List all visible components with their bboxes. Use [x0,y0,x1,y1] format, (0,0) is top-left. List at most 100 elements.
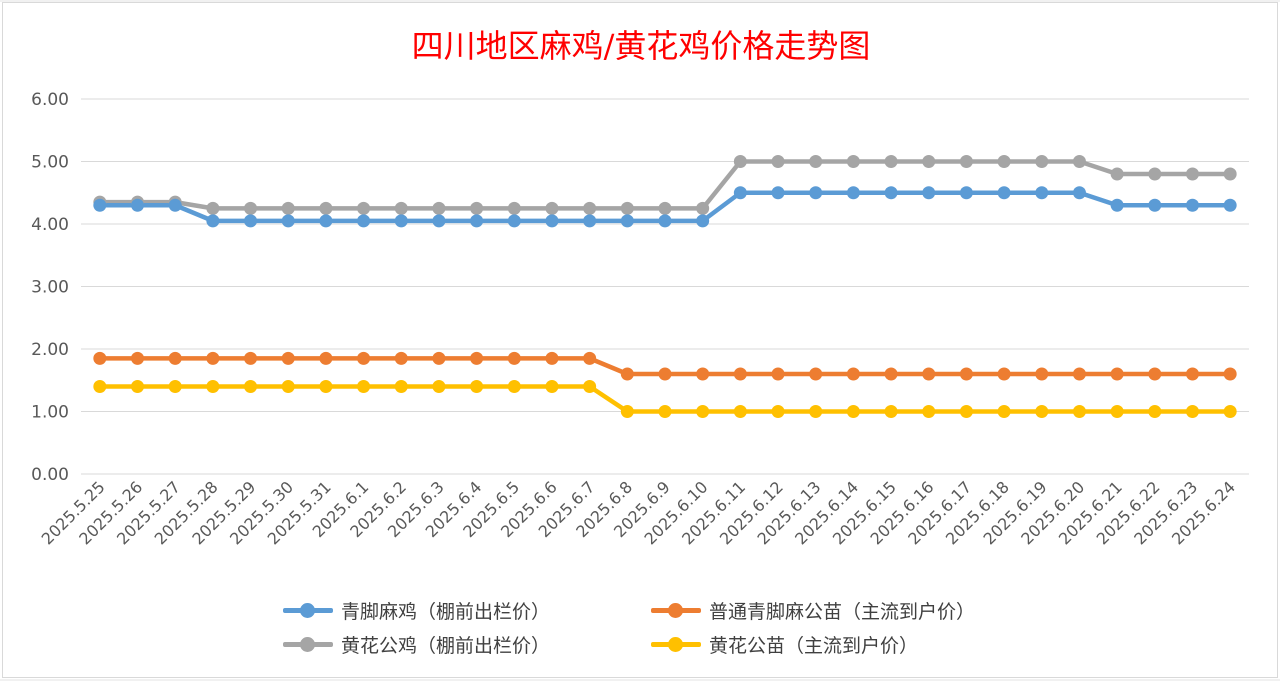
y-tick-label: 4.00 [31,215,69,235]
series-point [997,405,1011,418]
series-point [357,214,371,228]
series-point [959,155,973,168]
series-point [1148,167,1162,181]
series-point [1185,405,1199,418]
series-point [1110,198,1124,212]
series-point [658,405,672,418]
series-point [281,201,295,215]
legend-label: 黄花公苗（主流到户价） [709,634,919,657]
series-point [997,155,1011,168]
y-tick-label: 3.00 [31,278,69,298]
series-point [1072,405,1086,418]
series-point [1223,167,1237,181]
series-point [809,155,823,168]
series-point [884,155,898,168]
series-point [1035,367,1049,381]
series-point [432,201,446,215]
series-point [470,201,484,215]
series-point [809,405,823,418]
series-point [1148,367,1162,381]
y-tick-label: 6.00 [31,90,69,110]
series-point [884,367,898,381]
series-point [733,367,747,381]
series-point [545,201,559,215]
series-point [846,405,860,418]
legend-swatch [283,629,333,659]
series-point [394,351,408,365]
series-point [168,351,182,365]
series-point [733,186,747,200]
gridlines [81,98,1249,475]
series-point [244,380,258,393]
series-point [1072,367,1086,381]
series-point [771,367,785,381]
legend-swatch [283,595,333,625]
series-point [394,214,408,228]
series-point [357,351,371,365]
y-tick-label: 1.00 [31,403,69,423]
legend-item: 普通青脚麻公苗（主流到户价） [651,595,975,625]
series-point [131,351,145,365]
series-point [1223,405,1237,418]
series-point [319,351,333,365]
series-point [319,380,333,393]
series-point [809,367,823,381]
series-line [99,159,1231,211]
series-point [583,351,597,365]
series-point [922,155,936,168]
series-point [1110,405,1124,418]
series-point [507,351,521,365]
series-point [1110,367,1124,381]
legend: 青脚麻鸡（棚前出栏价） 普通青脚麻公苗（主流到户价） 黄花公鸡（棚前出栏价） 黄花公苗… [283,595,1043,665]
series-point [620,214,634,228]
series-point [545,214,559,228]
series-point [696,405,710,418]
series-point [733,155,747,168]
series-point [846,367,860,381]
series-point [1110,167,1124,181]
series-point [1185,367,1199,381]
series-point [583,380,597,393]
y-tick-label: 2.00 [31,340,69,360]
series-point [1185,167,1199,181]
series-point [620,367,634,381]
series-point [206,380,220,393]
series-point [1223,367,1237,381]
legend-swatch [651,629,701,659]
series-point [281,351,295,365]
series-point [93,351,107,365]
series-point [93,380,107,393]
series-point [131,380,145,393]
y-axis-tick-labels: 0.00 1.00 2.00 3.00 4.00 5.00 6.00 [31,90,69,485]
legend-label: 青脚麻鸡（棚前出栏价） [341,600,551,623]
series-point [319,214,333,228]
series-point [997,367,1011,381]
series-point [658,214,672,228]
series-point [1223,198,1237,212]
series-point [733,405,747,418]
series-point [357,380,371,393]
series-point [93,198,107,212]
legend-item: 黄花公苗（主流到户价） [651,629,918,659]
series-point [959,186,973,200]
series-point [583,214,597,228]
chart-title: 四川地区麻鸡/黄花鸡价格走势图 [411,27,871,65]
series-point [959,367,973,381]
series-point [168,380,182,393]
series-point [658,367,672,381]
series-point [394,201,408,215]
series-point [470,351,484,365]
series-point [696,201,710,215]
series-point [1035,405,1049,418]
series-point [281,380,295,393]
series-point [922,186,936,200]
series-point [997,186,1011,200]
series-point [545,380,559,393]
series-point [771,405,785,418]
series-point [507,380,521,393]
series-point [319,201,333,215]
series-point [1148,198,1162,212]
series-point [771,186,785,200]
series-point [131,198,145,212]
